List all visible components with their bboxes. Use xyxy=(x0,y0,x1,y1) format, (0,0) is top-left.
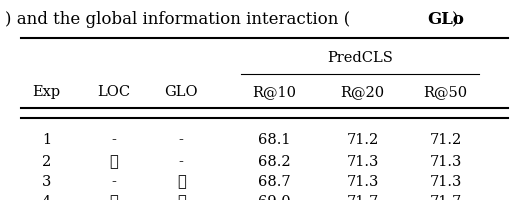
Text: 68.2: 68.2 xyxy=(258,155,291,169)
Text: -: - xyxy=(111,133,117,147)
Text: 71.3: 71.3 xyxy=(347,155,379,169)
Text: ✓: ✓ xyxy=(177,195,185,200)
Text: -: - xyxy=(111,175,117,189)
Text: 2: 2 xyxy=(42,155,51,169)
Text: ✓: ✓ xyxy=(177,175,185,189)
Text: ✓: ✓ xyxy=(110,195,118,200)
Text: 69.0: 69.0 xyxy=(258,195,291,200)
Text: R@20: R@20 xyxy=(340,85,385,99)
Text: 71.2: 71.2 xyxy=(347,133,379,147)
Text: 68.7: 68.7 xyxy=(258,175,291,189)
Text: ✓: ✓ xyxy=(110,155,118,169)
Text: 3: 3 xyxy=(42,175,51,189)
Text: 68.1: 68.1 xyxy=(258,133,291,147)
Text: 71.7: 71.7 xyxy=(429,195,462,200)
Text: R@10: R@10 xyxy=(253,85,296,99)
Text: LOC: LOC xyxy=(97,85,131,99)
Text: 71.7: 71.7 xyxy=(347,195,379,200)
Text: 71.3: 71.3 xyxy=(347,175,379,189)
Text: 1: 1 xyxy=(42,133,51,147)
Text: 71.3: 71.3 xyxy=(429,155,462,169)
Text: GLo: GLo xyxy=(427,11,464,28)
Text: 71.3: 71.3 xyxy=(429,175,462,189)
Text: -: - xyxy=(179,155,184,169)
Text: 4: 4 xyxy=(42,195,51,200)
Text: 71.2: 71.2 xyxy=(429,133,462,147)
Text: Exp: Exp xyxy=(33,85,61,99)
Text: PredCLS: PredCLS xyxy=(327,51,393,65)
Text: ).: ). xyxy=(452,11,464,28)
Text: ) and the global information interaction (: ) and the global information interaction… xyxy=(5,11,350,28)
Text: -: - xyxy=(179,133,184,147)
Text: R@50: R@50 xyxy=(423,85,468,99)
Text: GLO: GLO xyxy=(165,85,198,99)
